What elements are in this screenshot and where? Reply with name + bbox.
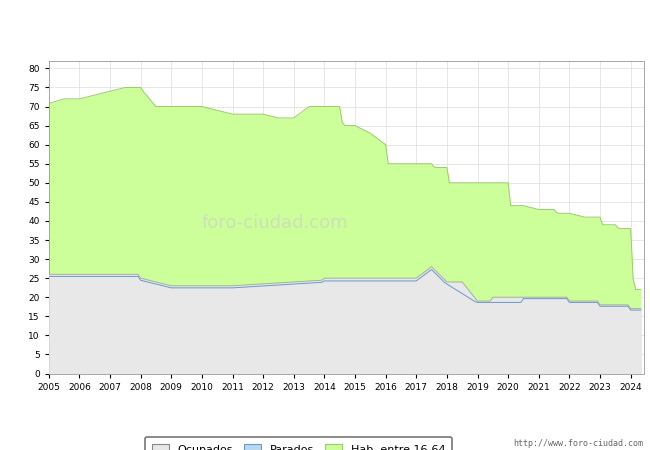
Text: http://www.foro-ciudad.com: http://www.foro-ciudad.com bbox=[514, 439, 644, 448]
Text: foro-ciudad.com: foro-ciudad.com bbox=[202, 214, 348, 232]
Text: Villasexmir - Evolucion de la poblacion en edad de Trabajar Mayo de 2024: Villasexmir - Evolucion de la poblacion … bbox=[68, 12, 582, 25]
Legend: Ocupados, Parados, Hab. entre 16-64: Ocupados, Parados, Hab. entre 16-64 bbox=[145, 437, 452, 450]
